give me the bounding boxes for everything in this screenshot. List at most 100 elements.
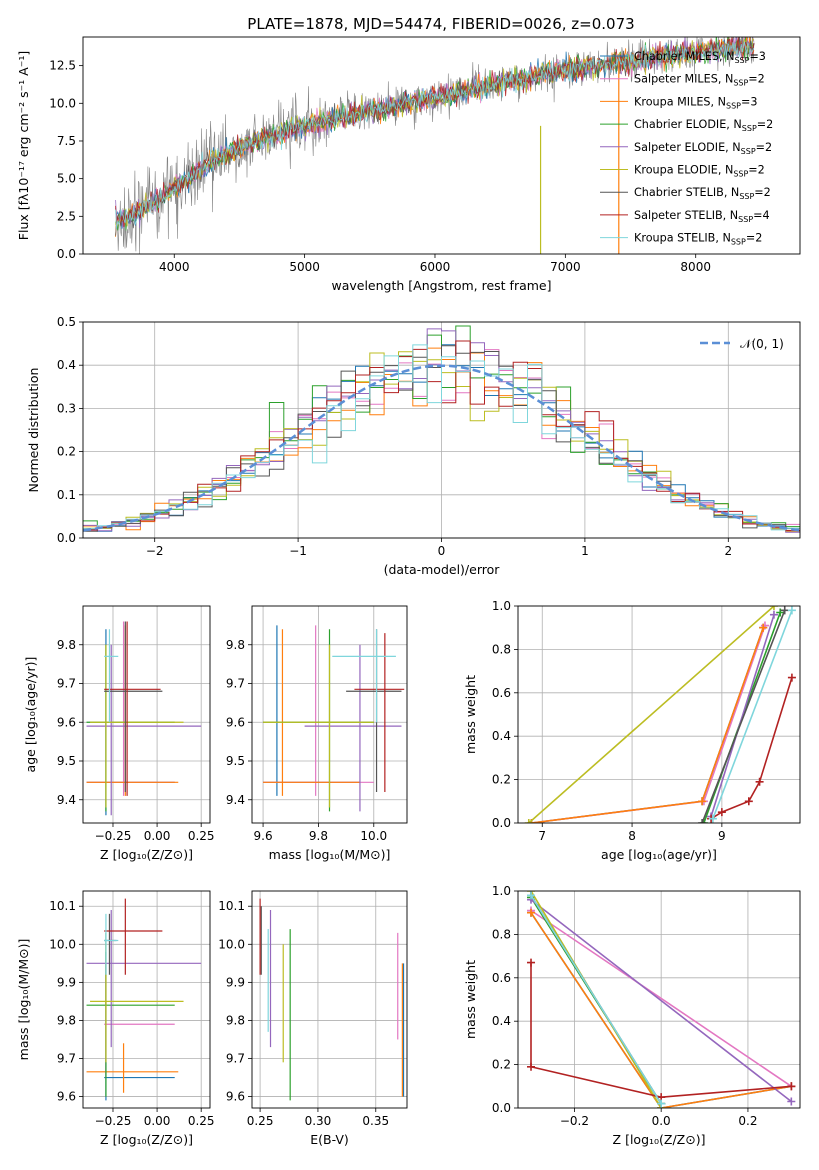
- series-salpeter-miles: [527, 621, 769, 823]
- series-marker: [524, 819, 533, 823]
- hist-kroupa-stelib: [83, 344, 800, 531]
- series-kroupa-miles: [527, 623, 768, 823]
- y-tick-label: 9.5: [57, 754, 76, 768]
- axes-frame: [517, 605, 801, 824]
- x-tick-label: 6000: [420, 260, 451, 274]
- plot-area-mass_weight_vs_Z: [527, 891, 796, 1108]
- point-chabrier-stelib: [104, 621, 163, 792]
- y-tick-label: 0.2: [492, 1058, 511, 1072]
- x-tick-label: −0.25: [95, 829, 132, 843]
- y-tick-label: 0.0: [492, 816, 511, 830]
- y-tick-label: 10.0: [49, 96, 76, 110]
- x-tick-label: 5000: [289, 260, 320, 274]
- point-kroupa-miles: [86, 1043, 179, 1093]
- series-marker: [787, 1082, 796, 1091]
- legend-label: Chabrier MILES, NSSP=3: [634, 50, 766, 65]
- gaussian-curve: [83, 364, 800, 532]
- y-tick-label: 12.5: [49, 59, 76, 73]
- panel-age_vs_mass: 9.6 9.8 10.0 9.4 9.5 9.6 9.7 9.8 mass [log₁₀(M/M…: [226, 605, 408, 862]
- x-tick-label: 8: [628, 829, 636, 843]
- x-tick-label: 9: [718, 829, 726, 843]
- plot-area-mass_vs_Z: [86, 898, 202, 1101]
- y-tick-label: 0.4: [492, 1014, 511, 1028]
- y-tick-label: 9.8: [57, 638, 76, 652]
- y-tick-label: 9.7: [57, 1052, 76, 1066]
- panel-spectrum: 4000 5000 6000 7000 8000 0.0 2.5 5.0 7.5 10.0 12.5…: [16, 36, 801, 293]
- point-kroupa-elodie: [90, 944, 184, 1063]
- y-tick-label: 0.0: [57, 531, 76, 545]
- plot-area-mass_vs_EBV: [259, 898, 405, 1101]
- legend-gaussian: 𝒩(0, 1): [700, 337, 784, 351]
- axes-frame: [251, 890, 408, 1109]
- series-line: [530, 962, 792, 1099]
- y-tick-label: 1.0: [492, 884, 511, 898]
- point-salpeter-miles: [86, 621, 175, 796]
- x-tick-label: 0: [438, 544, 446, 558]
- x-axis-label: Z [log₁₀(Z/Z⊙)]: [613, 1132, 706, 1147]
- x-tick-label: 0.30: [305, 1114, 332, 1128]
- y-axis-label: age [log₁₀(age/yr)]: [23, 657, 38, 773]
- x-tick-label: 0.25: [247, 1114, 274, 1128]
- series-marker: [657, 1099, 666, 1108]
- series-marker: [708, 814, 717, 823]
- series-salpeter-elodie: [707, 610, 778, 821]
- legend-label: Kroupa STELIB, NSSP=2: [634, 232, 762, 247]
- point-chabrier-elodie: [86, 644, 175, 812]
- series-line: [530, 909, 792, 1087]
- legend-label: Chabrier ELODIE, NSSP=2: [634, 118, 773, 133]
- series-kroupa-stelib: [708, 606, 796, 823]
- legend-models: Chabrier MILES, NSSP=3 Salpeter MILES, NS…: [600, 50, 773, 247]
- axes-frame: [251, 605, 408, 824]
- grid-mass_vs_Z: [83, 891, 210, 1108]
- y-tick-label: 0.6: [492, 971, 511, 985]
- point-salpeter-stelib: [354, 633, 405, 792]
- series-marker: [755, 777, 764, 786]
- series-kroupa-elodie: [524, 606, 778, 823]
- y-tick-label: 0.8: [492, 927, 511, 941]
- y-tick-label: 9.4: [226, 793, 245, 807]
- x-tick-label: −1: [289, 544, 307, 558]
- y-tick-label: 9.8: [226, 1013, 245, 1027]
- grid-mass_weight_vs_age: [518, 605, 800, 824]
- y-tick-label: 9.5: [226, 754, 245, 768]
- x-tick-label: 0.25: [188, 829, 215, 843]
- y-tick-label: 9.6: [57, 715, 76, 729]
- series-marker: [744, 797, 753, 806]
- x-tick-label: 10.0: [360, 829, 387, 843]
- y-tick-label: 0.0: [492, 1101, 511, 1115]
- y-tick-label: 10.1: [218, 899, 245, 913]
- y-tick-label: 10.0: [218, 937, 245, 951]
- y-tick-label: 0.2: [492, 773, 511, 787]
- y-axis-label: mass weight: [463, 960, 478, 1039]
- grid-age_vs_Z: [83, 606, 210, 823]
- point-kroupa-elodie: [263, 644, 374, 808]
- series-marker: [769, 606, 778, 610]
- y-tick-label: 10.1: [49, 899, 76, 913]
- series-marker: [776, 608, 785, 617]
- y-tick-label: 9.4: [57, 793, 76, 807]
- series-line: [530, 899, 792, 1103]
- series-chabrier-stelib: [698, 606, 789, 823]
- x-tick-label: 0.2: [738, 1114, 757, 1128]
- y-tick-label: 9.6: [226, 1090, 245, 1104]
- model-salpeter-stelib: [115, 37, 755, 227]
- series-chabrier-miles: [527, 623, 768, 823]
- axes-frame: [82, 890, 211, 1109]
- point-kroupa-stelib: [104, 629, 119, 723]
- y-tick-label: 9.7: [57, 677, 76, 691]
- panel-age_vs_Z: −0.25 0.00 0.25 9.4 9.5 9.6 9.7 9.8 Z [log₁₀(Z/Z…: [23, 605, 215, 862]
- legend-label: Chabrier STELIB, NSSP=2: [634, 186, 771, 201]
- plot-area-mass_weight_vs_age: [524, 606, 796, 823]
- panel-mass_weight_vs_Z: −0.2 0.0 0.2 0.0 0.2 0.4 0.6 0.8 1.0 Z [log₁₀(Z/Z…: [463, 884, 801, 1147]
- point-kroupa-miles: [86, 625, 179, 796]
- y-axis-label: Flux [fλ10⁻¹⁷ erg cm⁻² s⁻¹ A⁻¹]: [16, 51, 31, 240]
- series-marker: [527, 891, 536, 900]
- axes-frame: [517, 890, 801, 1109]
- legend-label: Kroupa ELODIE, NSSP=2: [634, 164, 765, 179]
- series-marker: [787, 1097, 796, 1106]
- series-marker: [717, 808, 726, 817]
- x-tick-label: 0.35: [362, 1114, 389, 1128]
- series-marker: [769, 610, 778, 619]
- point-kroupa-stelib: [104, 913, 119, 975]
